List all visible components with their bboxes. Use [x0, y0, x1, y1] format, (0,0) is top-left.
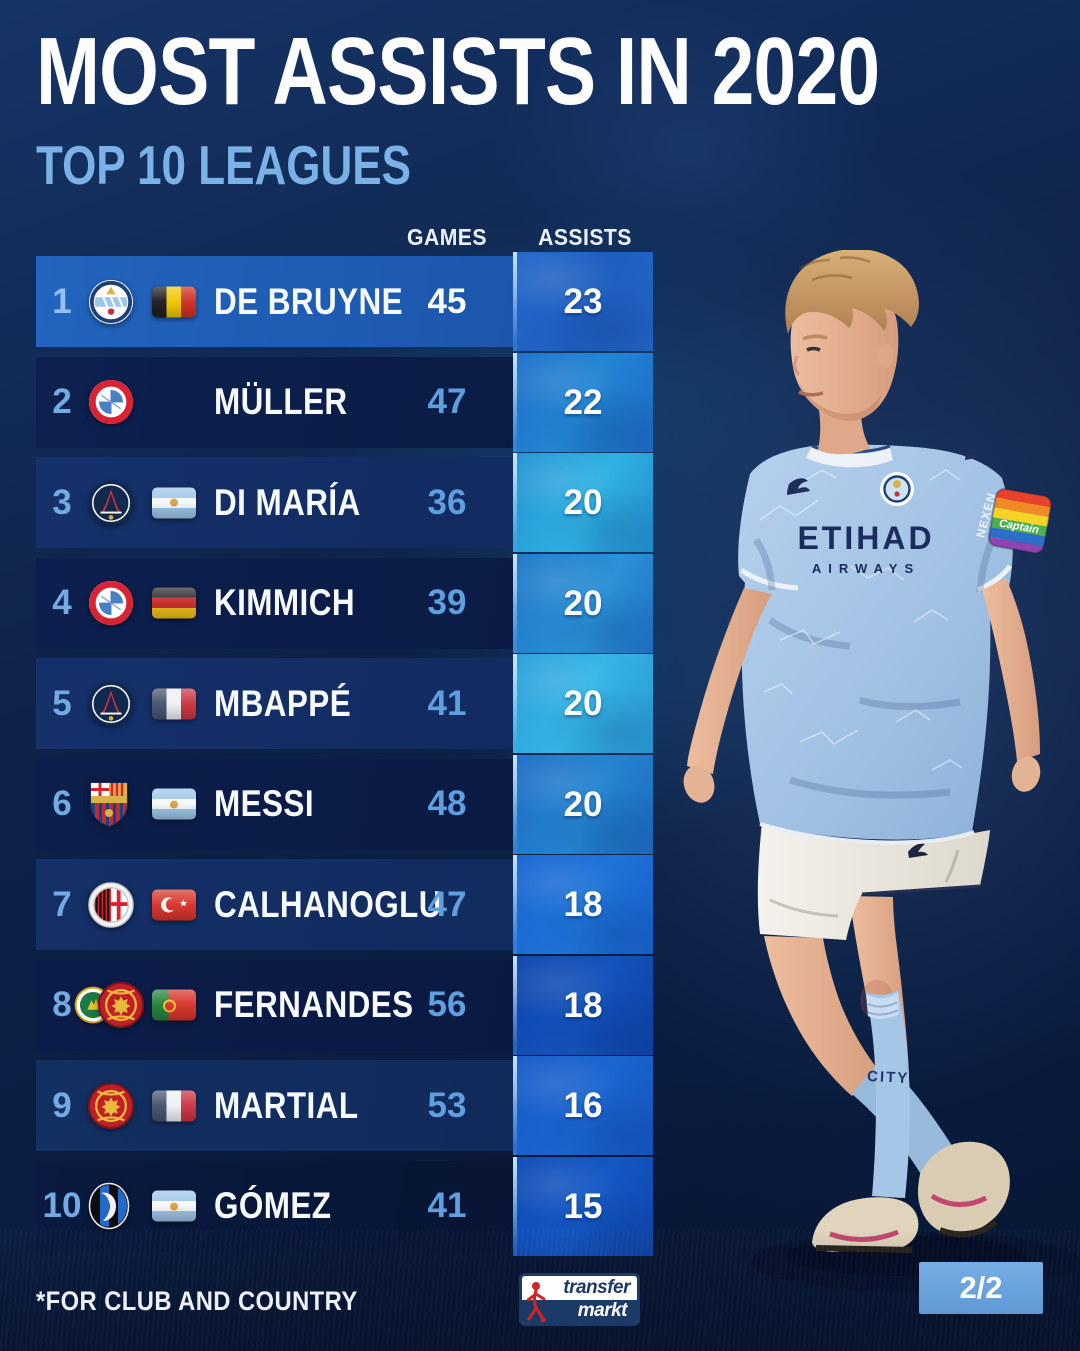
club-badge-manchester-united-icon [88, 1082, 134, 1129]
jersey-sponsor-line1: ETIHAD [797, 520, 934, 556]
transfermarkt-logo-line2: markt [522, 1300, 637, 1323]
assists-cell: 18 [513, 855, 653, 954]
assists-value: 18 [563, 985, 603, 1025]
club-badge-barcelona-icon [88, 779, 130, 829]
club-badge-manchester-city-icon [88, 279, 134, 325]
player-name: KIMMICH [214, 582, 355, 623]
player-name: MBAPPÉ [214, 682, 352, 724]
assists-value: 20 [563, 684, 603, 723]
rank-label: 4 [52, 583, 72, 622]
column-header-assists: ASSISTS [538, 224, 632, 250]
player-name: DE BRUYNE [214, 280, 404, 322]
rank-label: 1 [52, 281, 72, 321]
rank-label: 5 [52, 683, 72, 723]
table-row: 4 KIMMICH 39 20 [36, 553, 653, 653]
table-row: 10 GÓMEZ 41 15 [36, 1156, 653, 1256]
player-name: DI MARÍA [214, 481, 361, 523]
assists-cell: 15 [513, 1156, 653, 1256]
footnote: *FOR CLUB AND COUNTRY [36, 1286, 358, 1316]
assists-value: 20 [563, 784, 603, 824]
rainbow-captain-armband: Captain [987, 487, 1053, 555]
sock-text: CITY [867, 1068, 910, 1087]
transfermarkt-figure-icon [526, 1282, 546, 1323]
club-badge-manchester-united-icon [98, 982, 144, 1028]
table-row: 8 FERNANDES 56 18 [36, 955, 653, 1055]
flag-portugal-icon [152, 989, 196, 1021]
table-row: 9 MARTIAL 53 16 [36, 1056, 653, 1155]
games-value: 41 [427, 1186, 467, 1225]
games-value: 47 [427, 382, 467, 421]
player-name: CALHANOGLU [214, 883, 442, 925]
player-name: MESSI [214, 783, 314, 824]
transfermarkt-logo: transfer markt [519, 1273, 640, 1326]
assists-cell: 20 [513, 553, 653, 653]
assists-value: 23 [563, 282, 603, 321]
player-name: MÜLLER [214, 381, 348, 422]
club-badge-bayern-icon [88, 379, 134, 425]
games-value: 45 [427, 281, 467, 321]
assists-cell: 20 [513, 754, 653, 854]
rank-label: 7 [52, 884, 72, 924]
rank-label: 10 [42, 1186, 82, 1225]
club-badge-bayern-icon [88, 580, 134, 626]
games-value: 47 [427, 884, 467, 924]
assists-cell: 18 [513, 955, 653, 1055]
assists-value: 20 [563, 583, 603, 623]
games-value: 39 [427, 583, 467, 622]
flag-argentina-icon [152, 487, 196, 518]
assists-cell: 20 [513, 453, 653, 552]
flag-argentina-icon [152, 1190, 196, 1222]
page-subtitle: TOP 10 LEAGUES [36, 134, 411, 196]
table-row: 5 MBAPPÉ 41 20 [36, 654, 653, 753]
rank-label: 9 [52, 1085, 72, 1125]
assists-value: 22 [563, 382, 603, 422]
table-row: 1 DE BRUYNE 45 23 [36, 252, 653, 351]
flag-germany-icon [152, 587, 196, 619]
player-name: MARTIAL [214, 1084, 359, 1126]
table-row: 3 DI MARÍA 36 20 [36, 453, 653, 552]
transfermarkt-logo-line1: transfer [563, 1277, 630, 1298]
table-row: 7 ★ CALHANOGLU 47 18 [36, 855, 653, 954]
page-indicator-badge: 2/2 [919, 1262, 1043, 1314]
assists-cell: 23 [513, 252, 653, 351]
table-row: 6 MESSI 48 20 [36, 754, 653, 854]
club-badge-psg-icon [88, 681, 134, 727]
rank-label: 8 [52, 985, 72, 1024]
assists-cell: 16 [513, 1056, 653, 1155]
rank-label: 2 [52, 382, 72, 421]
table-row: 2 MÜLLER 47 22 [36, 352, 653, 452]
flag-argentina-icon [152, 788, 196, 820]
games-value: 53 [427, 1085, 467, 1125]
rank-label: 3 [52, 482, 72, 522]
assists-value: 16 [563, 1086, 603, 1125]
assists-value: 20 [563, 483, 603, 522]
games-value: 36 [427, 482, 467, 522]
club-badge-psg-icon [88, 480, 134, 526]
flag-france-icon [152, 1090, 196, 1121]
club-badge-atalanta-icon [88, 1181, 130, 1231]
flag-belgium-icon [152, 286, 196, 317]
jersey-sponsor-line2: AIRWAYS [812, 561, 920, 576]
assists-value: 18 [563, 885, 603, 924]
flag-france-icon [152, 688, 196, 719]
column-header-games: GAMES [407, 224, 487, 250]
assists-value: 15 [563, 1186, 603, 1226]
games-value: 41 [427, 683, 467, 723]
player-name: FERNANDES [214, 984, 414, 1025]
page-title: MOST ASSISTS IN 2020 [36, 18, 880, 125]
player-photo-de-bruyne: 17 CITY ETIHAD AIR [683, 250, 1080, 1292]
flag-turkey-icon: ★ [152, 889, 196, 920]
club-badge-ac-milan-icon [88, 881, 134, 928]
games-value: 56 [427, 985, 467, 1024]
assists-cell: 22 [513, 352, 653, 452]
assists-cell: 20 [513, 654, 653, 753]
player-name: GÓMEZ [214, 1185, 332, 1226]
rank-label: 6 [52, 784, 72, 823]
page-indicator: 2/2 [959, 1270, 1003, 1305]
games-value: 48 [427, 784, 467, 823]
